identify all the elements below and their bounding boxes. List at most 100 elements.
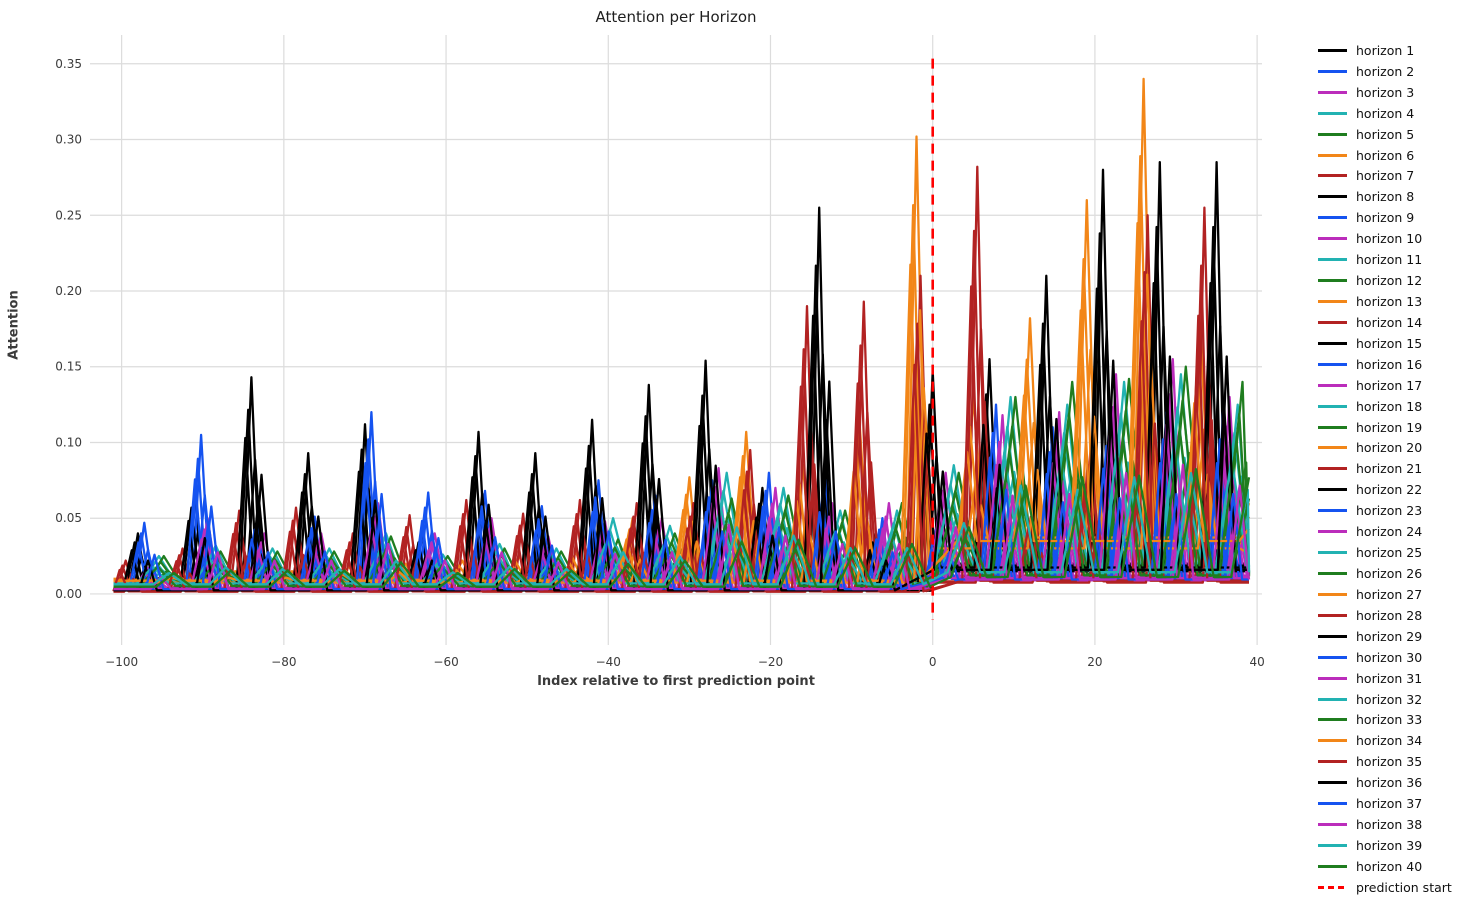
legend-item-horizon-6: horizon 6 bbox=[1318, 145, 1452, 166]
legend: horizon 1 horizon 2 horizon 3 horizon 4 hori… bbox=[1318, 40, 1452, 898]
legend-line-swatch bbox=[1318, 216, 1347, 220]
y-tick-label: 0.15 bbox=[55, 360, 82, 374]
legend-line-swatch bbox=[1318, 320, 1347, 324]
legend-line-swatch bbox=[1318, 488, 1347, 492]
legend-label: horizon 20 bbox=[1356, 440, 1423, 456]
legend-item-horizon-32: horizon 32 bbox=[1318, 689, 1452, 710]
legend-label: horizon 15 bbox=[1356, 335, 1423, 351]
legend-item-horizon-39: horizon 39 bbox=[1318, 835, 1452, 856]
legend-label: horizon 37 bbox=[1356, 796, 1423, 812]
legend-line-swatch bbox=[1318, 48, 1347, 52]
x-tick-label: −100 bbox=[105, 655, 138, 669]
legend-line-swatch bbox=[1318, 739, 1347, 743]
legend-item-horizon-33: horizon 33 bbox=[1318, 710, 1452, 731]
legend-item-horizon-4: horizon 4 bbox=[1318, 103, 1452, 124]
legend-label: horizon 28 bbox=[1356, 607, 1423, 623]
series-line-horizon-40 bbox=[113, 467, 1251, 588]
x-tick-label: −80 bbox=[271, 655, 296, 669]
legend-item-horizon-18: horizon 18 bbox=[1318, 396, 1452, 417]
legend-label: horizon 24 bbox=[1356, 524, 1423, 540]
legend-label: horizon 18 bbox=[1356, 398, 1423, 414]
legend-item-horizon-17: horizon 17 bbox=[1318, 375, 1452, 396]
legend-label: horizon 12 bbox=[1356, 273, 1423, 289]
legend-item-horizon-28: horizon 28 bbox=[1318, 605, 1452, 626]
legend-line-swatch bbox=[1318, 90, 1347, 94]
legend-line-swatch bbox=[1318, 592, 1347, 596]
legend-item-horizon-35: horizon 35 bbox=[1318, 751, 1452, 772]
legend-label: horizon 36 bbox=[1356, 775, 1423, 791]
chart-title: Attention per Horizon bbox=[595, 8, 757, 26]
legend-line-swatch bbox=[1318, 760, 1347, 764]
legend-item-horizon-34: horizon 34 bbox=[1318, 730, 1452, 751]
legend-label: horizon 4 bbox=[1356, 105, 1415, 121]
legend-label: horizon 35 bbox=[1356, 754, 1423, 770]
legend-item-horizon-23: horizon 23 bbox=[1318, 500, 1452, 521]
legend-label: horizon 7 bbox=[1356, 168, 1415, 184]
x-tick-label: 0 bbox=[929, 655, 937, 669]
legend-item-horizon-40: horizon 40 bbox=[1318, 856, 1452, 877]
legend-label: horizon 16 bbox=[1356, 356, 1423, 372]
legend-label: horizon 23 bbox=[1356, 503, 1423, 519]
legend-label: horizon 31 bbox=[1356, 670, 1423, 686]
legend-line-swatch bbox=[1318, 613, 1347, 617]
legend-label: prediction start bbox=[1356, 879, 1452, 895]
legend-item-horizon-16: horizon 16 bbox=[1318, 354, 1452, 375]
x-tick-label: −20 bbox=[758, 655, 783, 669]
series-line-horizon-38 bbox=[113, 463, 1251, 591]
legend-item-horizon-30: horizon 30 bbox=[1318, 647, 1452, 668]
legend-label: horizon 30 bbox=[1356, 649, 1423, 665]
legend-label: horizon 8 bbox=[1356, 189, 1415, 205]
legend-line-swatch bbox=[1318, 111, 1347, 115]
legend-line-swatch bbox=[1318, 823, 1347, 827]
legend-item-horizon-27: horizon 27 bbox=[1318, 584, 1452, 605]
legend-item-horizon-8: horizon 8 bbox=[1318, 186, 1452, 207]
legend-item-horizon-25: horizon 25 bbox=[1318, 542, 1452, 563]
legend-item-horizon-3: horizon 3 bbox=[1318, 82, 1452, 103]
legend-label: horizon 32 bbox=[1356, 691, 1423, 707]
series-line-horizon-39 bbox=[113, 471, 1251, 586]
legend-line-swatch bbox=[1318, 655, 1347, 659]
legend-item-horizon-2: horizon 2 bbox=[1318, 61, 1452, 82]
legend-item-horizon-15: horizon 15 bbox=[1318, 333, 1452, 354]
legend-item-horizon-36: horizon 36 bbox=[1318, 772, 1452, 793]
legend-line-swatch bbox=[1318, 383, 1347, 387]
legend-label: horizon 17 bbox=[1356, 377, 1423, 393]
legend-label: horizon 29 bbox=[1356, 628, 1423, 644]
legend-line-swatch bbox=[1318, 404, 1347, 408]
legend-label: horizon 2 bbox=[1356, 63, 1415, 79]
legend-line-swatch bbox=[1318, 864, 1347, 868]
legend-line-swatch bbox=[1318, 300, 1347, 304]
legend-item-horizon-12: horizon 12 bbox=[1318, 270, 1452, 291]
legend-line-swatch bbox=[1318, 132, 1347, 136]
x-axis-label: Index relative to first prediction point bbox=[537, 674, 815, 689]
legend-label: horizon 22 bbox=[1356, 482, 1423, 498]
legend-item-horizon-38: horizon 38 bbox=[1318, 814, 1452, 835]
legend-label: horizon 26 bbox=[1356, 566, 1423, 581]
legend-label: horizon 13 bbox=[1356, 294, 1423, 310]
legend-label: horizon 5 bbox=[1356, 126, 1415, 142]
legend-line-swatch bbox=[1318, 362, 1347, 366]
legend-item-horizon-5: horizon 5 bbox=[1318, 124, 1452, 145]
y-tick-label: 0.20 bbox=[55, 284, 82, 298]
legend-line-swatch bbox=[1318, 237, 1347, 241]
legend-line-swatch bbox=[1318, 69, 1347, 73]
y-tick-label: 0.30 bbox=[55, 133, 82, 147]
legend-line-swatch bbox=[1318, 572, 1347, 575]
legend-item-horizon-29: horizon 29 bbox=[1318, 626, 1452, 647]
x-tick-label: 40 bbox=[1249, 655, 1264, 669]
legend-label: horizon 11 bbox=[1356, 252, 1423, 268]
legend-item-horizon-37: horizon 37 bbox=[1318, 793, 1452, 814]
legend-item-horizon-9: horizon 9 bbox=[1318, 207, 1452, 228]
y-axis-label: Attention bbox=[6, 290, 22, 360]
legend-label: horizon 19 bbox=[1356, 419, 1423, 435]
y-tick-label: 0.35 bbox=[55, 57, 82, 71]
legend-item-horizon-19: horizon 19 bbox=[1318, 417, 1452, 438]
legend-line-swatch bbox=[1318, 718, 1347, 722]
legend-item-horizon-1: horizon 1 bbox=[1318, 40, 1452, 61]
legend-line-swatch bbox=[1318, 781, 1347, 785]
legend-line-swatch bbox=[1318, 258, 1347, 262]
legend-line-swatch bbox=[1318, 697, 1347, 701]
legend-line-swatch bbox=[1318, 446, 1347, 450]
legend-line-swatch bbox=[1318, 425, 1347, 429]
